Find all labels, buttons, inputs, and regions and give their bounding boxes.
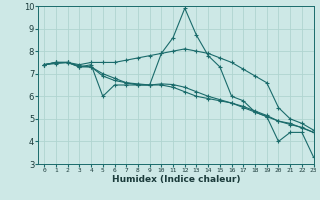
X-axis label: Humidex (Indice chaleur): Humidex (Indice chaleur)	[112, 175, 240, 184]
